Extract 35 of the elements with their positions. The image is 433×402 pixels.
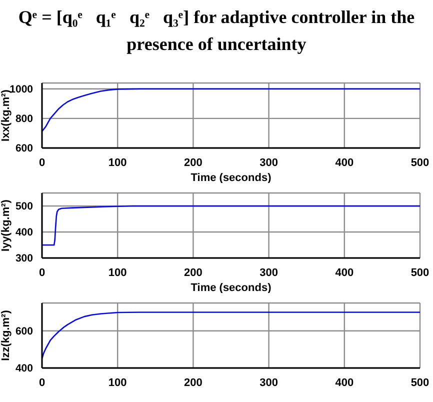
y-tick-label: 400 bbox=[15, 226, 34, 239]
x-axis-title: Time (seconds) bbox=[190, 282, 272, 294]
line-series bbox=[42, 205, 420, 246]
line-series bbox=[42, 312, 420, 360]
x-tick-label: 500 bbox=[410, 376, 430, 389]
x-tick-label: 500 bbox=[410, 156, 430, 169]
y-tick-label: 600 bbox=[15, 142, 34, 155]
y-axis-title: Ixx(kg.m²) bbox=[0, 89, 12, 142]
x-tick-label: 500 bbox=[410, 266, 430, 279]
y-tick-label: 500 bbox=[15, 200, 34, 213]
x-tick-label: 300 bbox=[260, 376, 278, 389]
x-tick-label: 400 bbox=[335, 266, 354, 279]
x-tick-label: 0 bbox=[38, 156, 46, 169]
x-tick-label: 0 bbox=[38, 266, 46, 279]
x-tick-label: 400 bbox=[335, 156, 354, 169]
x-tick-label: 200 bbox=[184, 156, 202, 169]
x-tick-label: 0 bbox=[38, 376, 46, 389]
y-tick-label: 400 bbox=[15, 362, 34, 375]
x-tick-label: 400 bbox=[335, 376, 354, 389]
x-tick-label: 300 bbox=[260, 156, 278, 169]
x-tick-label: 100 bbox=[108, 266, 127, 279]
x-tick-label: 200 bbox=[184, 376, 202, 389]
y-tick-label: 300 bbox=[15, 252, 34, 265]
line-series bbox=[42, 88, 420, 132]
y-tick-label: 1000 bbox=[10, 84, 34, 96]
y-axis-title: Izz(kg.m²) bbox=[0, 310, 12, 361]
chart-title: Qᵉ = [q₀ᵉ q₁ᵉ q₂ᵉ q₃ᵉ] for adaptive controller in the presence of uncertainty bbox=[17, 6, 416, 56]
y-tick-label: 600 bbox=[15, 326, 34, 338]
x-tick-label: 200 bbox=[184, 266, 202, 279]
x-tick-label: 300 bbox=[260, 266, 278, 279]
x-tick-label: 100 bbox=[108, 376, 127, 389]
x-tick-label: 100 bbox=[108, 156, 127, 169]
x-axis-title: Time (seconds) bbox=[190, 172, 272, 184]
y-tick-label: 800 bbox=[15, 113, 34, 126]
y-axis-title: Iyy(kg.m²) bbox=[0, 199, 12, 252]
